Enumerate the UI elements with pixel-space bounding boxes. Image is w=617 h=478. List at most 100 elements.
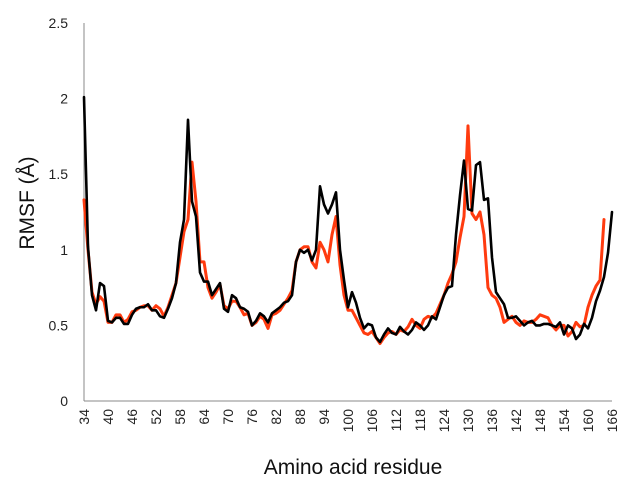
- data-point: [227, 311, 229, 313]
- data-point: [127, 318, 129, 320]
- series-0: [82, 124, 606, 346]
- data-point: [591, 317, 593, 319]
- data-point: [463, 159, 465, 162]
- x-tick-label: 88: [292, 409, 308, 425]
- data-point: [547, 317, 549, 319]
- data-point: [387, 332, 389, 334]
- x-tick-label: 166: [604, 409, 617, 433]
- x-axis-title: Amino acid residue: [264, 456, 443, 478]
- data-point: [471, 212, 473, 215]
- data-point: [455, 234, 457, 236]
- data-point: [343, 294, 345, 296]
- x-tick-label: 130: [460, 409, 476, 433]
- data-point: [95, 309, 97, 311]
- series-line-1: [82, 95, 614, 344]
- y-tick-label: 2: [60, 91, 68, 107]
- data-point: [579, 326, 581, 328]
- data-point: [599, 279, 601, 281]
- data-point: [103, 285, 105, 287]
- data-point: [495, 291, 497, 293]
- data-point: [575, 338, 577, 340]
- data-point: [115, 314, 117, 316]
- data-point: [235, 297, 237, 299]
- data-point: [263, 315, 265, 317]
- data-point: [215, 288, 217, 290]
- data-point: [187, 119, 189, 121]
- data-point: [595, 300, 597, 302]
- data-point: [503, 321, 505, 323]
- data-point: [275, 312, 277, 314]
- data-point: [315, 267, 317, 269]
- data-point: [591, 294, 593, 296]
- data-point: [559, 321, 561, 323]
- data-point: [119, 314, 121, 316]
- data-point: [491, 294, 493, 296]
- data-point: [563, 333, 565, 336]
- data-point: [83, 96, 85, 98]
- data-point: [539, 314, 541, 316]
- data-point: [359, 317, 361, 319]
- data-point: [183, 218, 185, 221]
- x-tick-label: 34: [76, 409, 92, 425]
- data-point: [583, 323, 585, 325]
- x-tick-label: 148: [532, 409, 548, 433]
- data-point: [551, 324, 553, 326]
- data-point: [83, 199, 85, 201]
- data-point: [407, 326, 409, 328]
- y-axis-title: RMSF (Å): [16, 156, 39, 249]
- data-point: [475, 164, 477, 166]
- data-point: [495, 297, 497, 299]
- x-tick-label: 46: [124, 409, 140, 425]
- data-point: [99, 282, 101, 284]
- x-tick-label: 76: [244, 409, 260, 425]
- data-point: [455, 261, 457, 263]
- data-point: [199, 271, 201, 274]
- series-1: [82, 95, 614, 344]
- data-point: [159, 315, 161, 317]
- data-point: [319, 241, 321, 243]
- x-tick-label: 118: [412, 409, 428, 432]
- data-point: [259, 312, 261, 314]
- data-point: [379, 341, 381, 343]
- data-point: [195, 215, 197, 218]
- data-point: [375, 336, 377, 339]
- data-point: [243, 314, 245, 316]
- data-point: [251, 324, 253, 326]
- data-point: [107, 320, 109, 322]
- data-point: [543, 315, 545, 317]
- data-point: [603, 218, 605, 221]
- data-point: [395, 333, 397, 336]
- data-point: [123, 323, 125, 325]
- data-point: [547, 323, 549, 325]
- data-point: [367, 333, 369, 336]
- data-point: [279, 309, 281, 311]
- data-point: [487, 197, 489, 199]
- data-point: [119, 317, 121, 319]
- data-point: [599, 290, 601, 292]
- data-point: [443, 294, 445, 296]
- data-point: [327, 261, 329, 263]
- data-point: [523, 324, 525, 326]
- y-tick-label: 1: [60, 242, 68, 258]
- data-point: [435, 318, 437, 320]
- y-tick-label: 0: [60, 393, 68, 409]
- x-axis-ticks: 34 40 46 52 58 64 70 76 82 88 94 100 106 112 118 124 130…: [76, 409, 617, 433]
- series-line-0: [82, 124, 606, 346]
- data-point: [479, 161, 481, 163]
- data-point: [91, 294, 93, 296]
- data-point: [347, 306, 349, 308]
- data-point: [159, 308, 161, 310]
- data-point: [383, 333, 385, 336]
- data-point: [515, 321, 517, 323]
- data-point: [111, 321, 113, 323]
- data-point: [143, 306, 145, 308]
- data-point: [87, 246, 89, 248]
- data-point: [291, 294, 293, 296]
- series-layer: [82, 95, 614, 346]
- data-point: [575, 321, 577, 323]
- data-point: [447, 287, 449, 289]
- x-tick-label: 70: [220, 409, 236, 425]
- data-point: [347, 309, 349, 311]
- x-tick-label: 142: [508, 409, 524, 433]
- data-point: [351, 291, 353, 293]
